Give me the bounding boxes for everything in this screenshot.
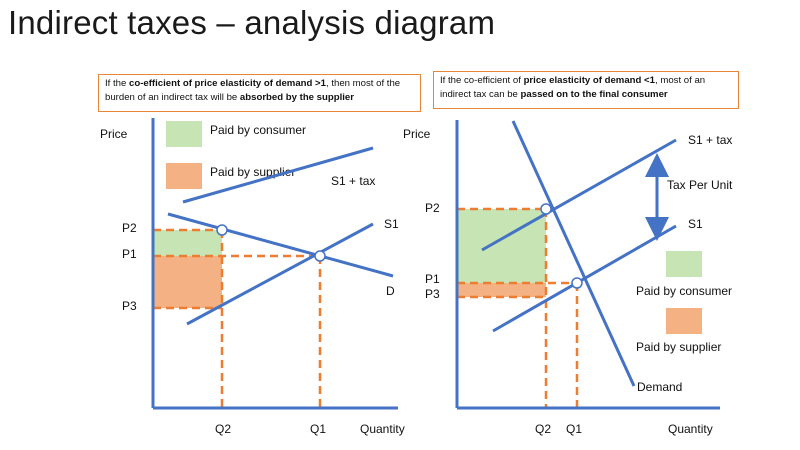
note-right-bold-1: price elasticity of demand <1 [523,75,655,86]
right-q2-label: Q2 [535,422,551,436]
left-legend-supplier-label: Paid by supplier [210,165,295,179]
left-p1-label: P1 [122,247,137,261]
left-original-equilibrium-point [314,250,326,262]
left-s1-tax-curve [182,146,374,204]
note-inelastic-demand: If the co-efficient of price elasticity … [433,71,739,109]
right-y-axis-label: Price [403,127,431,141]
note-left-text-2: , then most of the burden of an indirect… [105,78,401,103]
page-title: Indirect taxes – analysis diagram [8,4,496,41]
left-legend-consumer-label: Paid by consumer [210,123,306,137]
left-p2-label: P2 [122,221,137,235]
left-legend-supplier-swatch [166,163,202,189]
right-chart: Paid by consumer Paid by supplier Price [403,120,733,436]
left-s1-curve [186,222,374,326]
note-left-bold-1: co-efficient of price elasticity of dema… [129,78,326,89]
left-s1-label: S1 [384,217,399,231]
right-legend-supplier-label: Paid by supplier [636,340,721,354]
right-legend-consumer-label: Paid by consumer [636,284,732,298]
right-legend-supplier-swatch [666,308,702,334]
left-d-label: D [386,284,395,298]
left-consumer-burden-area [153,230,222,256]
left-s1-tax-label: S1 + tax [331,174,375,188]
left-q2-label: Q2 [215,422,231,436]
left-legend-consumer-swatch [166,121,202,147]
note-left-text-1: If the [105,78,129,89]
note-elastic-demand: If the co-efficient of price elasticity … [98,74,421,112]
left-q1-label: Q1 [310,422,326,436]
right-demand-curve [511,120,636,387]
tax-per-unit-label: Tax Per Unit [667,178,733,192]
left-y-axis-label: Price [100,127,128,141]
right-p2-label: P2 [425,201,440,215]
right-original-equilibrium-point [571,277,583,289]
left-new-equilibrium-point [216,224,228,236]
right-s1-label: S1 [688,217,703,231]
right-new-equilibrium-point [540,203,552,215]
right-s1-tax-label: S1 + tax [688,133,732,147]
note-right-text-2: , most of an indirect tax can be [440,75,706,100]
right-legend-consumer-swatch [666,251,702,277]
right-p1-label: P1 [425,272,440,286]
right-demand-label: Demand [637,380,682,394]
right-s1-tax-curve [481,138,677,252]
right-supplier-burden-area [457,283,546,297]
note-right-bold-2: passed on to the final consumer [520,89,668,100]
left-supplier-burden-area [153,256,222,308]
note-right-text-1: If the co-efficient of [440,75,524,86]
note-left-bold-2: absorbed by the supplier [239,92,355,103]
left-p3-label: P3 [122,299,137,313]
left-x-axis-label: Quantity [360,422,405,436]
right-p3-label: P3 [425,287,440,301]
right-q1-label: Q1 [566,422,582,436]
left-chart: Paid by consumer Paid by supplier Price … [100,118,405,436]
right-x-axis-label: Quantity [668,422,713,436]
left-demand-curve [167,212,394,278]
